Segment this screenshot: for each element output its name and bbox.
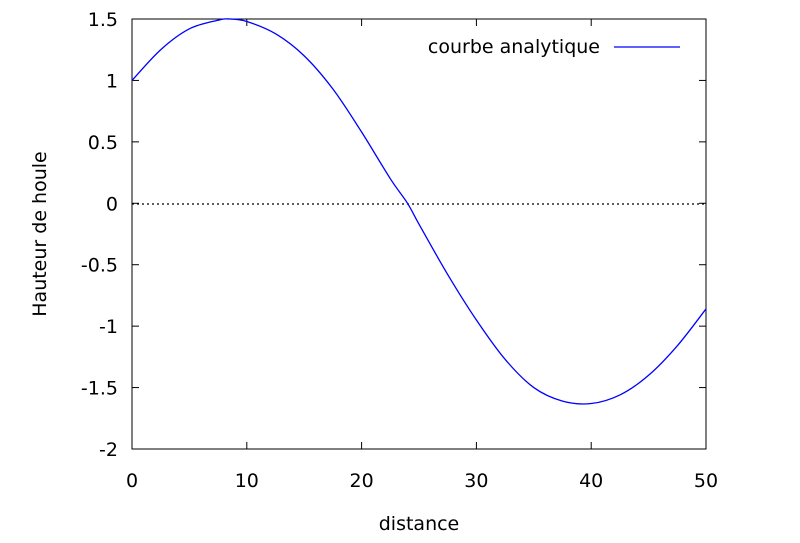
plot-frame <box>131 18 707 450</box>
x-tick-label: 40 <box>579 470 603 492</box>
y-tick-label: -1 <box>99 316 118 338</box>
y-tick-label: 0.5 <box>88 132 118 154</box>
y-axis-label: Hauteur de houle <box>29 151 51 316</box>
legend-label: courbe analytique <box>428 36 600 58</box>
x-tick-label: 50 <box>694 470 718 492</box>
y-tick-label: 1.5 <box>88 9 118 31</box>
y-tick-label: 0 <box>106 193 118 215</box>
series-line-courbe-analytique <box>131 18 707 405</box>
y-tick-label: -0.5 <box>81 255 118 277</box>
y-tick-label: -2 <box>99 439 118 461</box>
x-tick-label: 30 <box>464 470 488 492</box>
x-axis-label: distance <box>379 513 460 535</box>
x-tick-label: 0 <box>126 470 138 492</box>
x-tick-label: 10 <box>235 470 259 492</box>
y-tick-label: -1.5 <box>81 378 118 400</box>
x-tick-label: 20 <box>350 470 374 492</box>
y-tick-label: 1 <box>106 70 118 92</box>
